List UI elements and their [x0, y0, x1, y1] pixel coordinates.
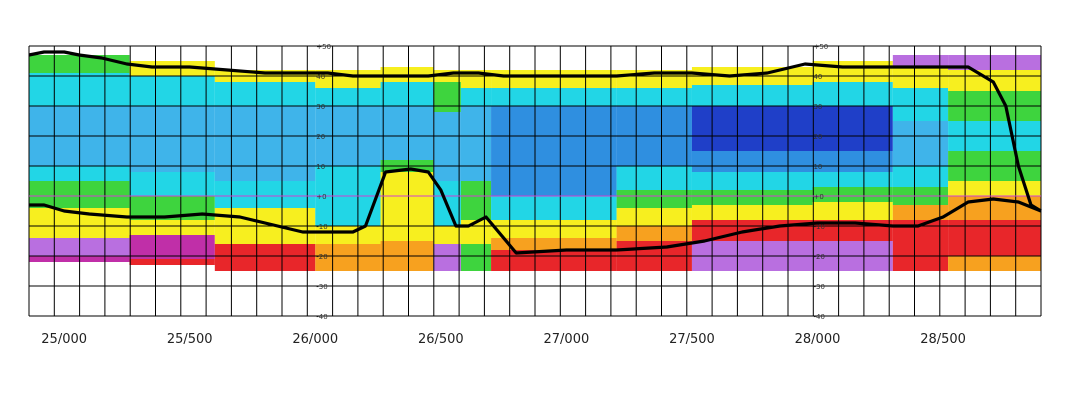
- y-tick-label: 20: [316, 133, 325, 141]
- y-tick-label: -20: [813, 253, 824, 261]
- heatmap-cell: [812, 172, 893, 187]
- heatmap-cell: [315, 166, 381, 187]
- heatmap-cell: [214, 181, 316, 208]
- heatmap-cell: [315, 88, 381, 106]
- x-tick-label: 25/000: [41, 332, 87, 347]
- heatmap-cell: [691, 151, 813, 172]
- heatmap-cell: [433, 82, 461, 112]
- heatmap-cell: [892, 88, 949, 121]
- heatmap-cell: [892, 205, 949, 220]
- heatmap-cell: [460, 181, 492, 220]
- heatmap-cell: [892, 55, 949, 67]
- heatmap-cell: [812, 187, 893, 202]
- heatmap-cell: [460, 244, 492, 271]
- heatmap-cell: [129, 76, 215, 106]
- heatmap-cell: [214, 208, 316, 232]
- heatmap-cell: [948, 256, 1041, 271]
- heatmap-cell: [129, 106, 215, 172]
- y-tick-label: -10: [813, 223, 824, 231]
- y-tick-label: 30: [813, 103, 822, 111]
- heatmap-cell: [491, 196, 617, 220]
- y-tick-label: +0: [813, 193, 823, 201]
- x-tick-label: 26/500: [418, 332, 464, 347]
- profile-lines-layer: [28, 50, 1042, 255]
- y-tick-label: 30: [316, 103, 325, 111]
- heatmap-cell: [691, 172, 813, 190]
- x-tick-label: 26/000: [292, 332, 338, 347]
- heatmap-cell: [129, 220, 215, 235]
- x-axis-layer: 25/000 25/500 26/000 26/500 27/000 27/500 28/0…: [41, 332, 966, 347]
- x-tick-label: 27/500: [669, 332, 715, 347]
- y-tick-label: +50: [316, 43, 331, 51]
- heatmap-cell: [315, 244, 381, 271]
- x-tick-label: 25/500: [167, 332, 213, 347]
- heatmap-cell: [433, 226, 461, 244]
- y-tick-label: -40: [813, 313, 824, 321]
- y-tick-label: -20: [316, 253, 327, 261]
- heatmap-cell: [616, 208, 692, 226]
- heatmap-cell: [948, 220, 1041, 256]
- heatmap-cell: [892, 67, 949, 88]
- y-tick-label: 20: [813, 133, 822, 141]
- heatmap-cell: [691, 85, 813, 106]
- heatmap-cell: [691, 205, 813, 220]
- y-tick-label: 10: [316, 163, 325, 171]
- heatmap-cell: [214, 106, 316, 181]
- y-tick-label: +50: [813, 43, 828, 51]
- heatmap-cell: [691, 106, 813, 151]
- heatmap-cell: [616, 226, 692, 241]
- heatmap-cell: [433, 244, 461, 271]
- heatmap-cell: [129, 259, 215, 265]
- heatmap-cell: [691, 190, 813, 205]
- lower-profile-line: [29, 167, 1042, 255]
- heatmap-cell: [214, 244, 316, 271]
- heatmap-cell: [812, 202, 893, 220]
- heatmap-cell: [616, 166, 692, 190]
- y-tick-label: -40: [316, 313, 327, 321]
- y-axis-layer: +50 40 30 20 10 +0 -10 -20 -30 -40 +50 40 30 20 10 +0 -1…: [316, 43, 828, 321]
- heatmap-cell: [433, 160, 461, 181]
- heatmap-cell: [214, 82, 316, 106]
- heatmap-cell: [129, 235, 215, 259]
- y-tick-label: 10: [813, 163, 822, 171]
- heatmap-cell: [380, 202, 434, 241]
- heatmap-cell: [380, 106, 434, 160]
- heatmap-cell: [812, 82, 893, 106]
- heatmap-cell: [129, 172, 215, 196]
- heatmap-cell: [315, 187, 381, 226]
- heatmap-cell: [380, 172, 434, 202]
- heatmap-cell: [616, 190, 692, 208]
- grid-layer: [28, 45, 1042, 317]
- heatmap-cell: [460, 220, 492, 244]
- heatmap-cell: [460, 88, 492, 106]
- x-tick-label: 28/000: [795, 332, 841, 347]
- heatmap-cell: [892, 166, 949, 187]
- heatmap-cell: [214, 232, 316, 244]
- heatmap-cell: [892, 121, 949, 166]
- heatmap-cell: [948, 70, 1041, 91]
- heatmap-cell: [616, 88, 692, 106]
- y-tick-label: -30: [316, 283, 327, 291]
- y-tick-label: +0: [316, 193, 326, 201]
- heatmap-cell: [460, 106, 492, 181]
- x-tick-label: 28/500: [920, 332, 966, 347]
- heatmap-cell: [380, 82, 434, 106]
- y-tick-label: -10: [316, 223, 327, 231]
- upper-profile-line: [28, 50, 1042, 213]
- y-tick-label: -30: [813, 283, 824, 291]
- heatmap-cell: [812, 106, 893, 151]
- heatmap-cell: [948, 55, 1041, 70]
- y-tick-label: 40: [813, 73, 822, 81]
- x-tick-label: 27/000: [544, 332, 590, 347]
- heatmap-cell: [491, 106, 617, 196]
- heatmap-cell: [948, 181, 1041, 196]
- heatmap-cell: [812, 151, 893, 172]
- y-tick-label: 40: [316, 73, 325, 81]
